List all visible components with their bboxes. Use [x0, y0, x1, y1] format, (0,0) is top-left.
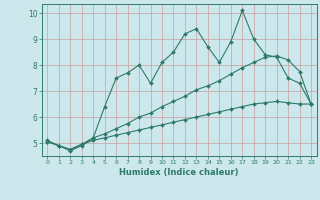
X-axis label: Humidex (Indice chaleur): Humidex (Indice chaleur)	[119, 168, 239, 177]
